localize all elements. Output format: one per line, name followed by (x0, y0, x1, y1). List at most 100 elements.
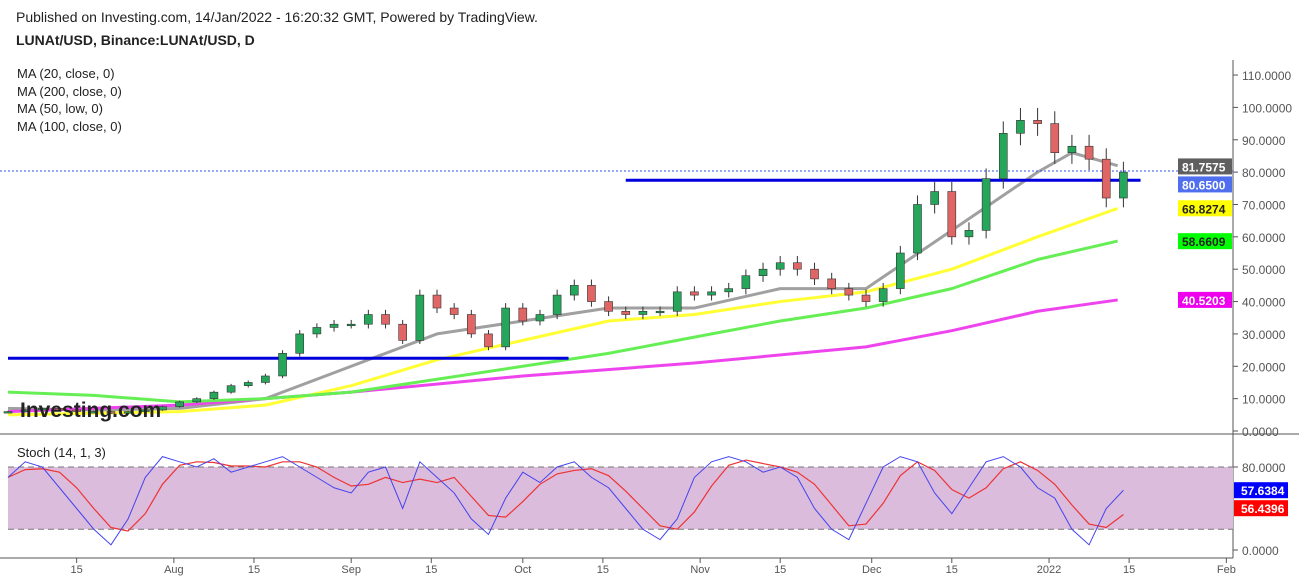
x-tick-label: 15 (71, 564, 83, 576)
candle (707, 291, 716, 296)
candle (140, 409, 150, 412)
y-tick-label: 110.0000 (1242, 69, 1291, 83)
candle (998, 132, 1008, 179)
candle (1033, 120, 1042, 124)
stoch-label-bg (1234, 482, 1288, 499)
price-label-bg (1178, 233, 1232, 250)
candle (449, 307, 459, 315)
price-label-bg (1178, 200, 1232, 217)
stoch-tick-label: 0.0000 (1242, 544, 1279, 558)
candle (964, 230, 974, 238)
candle (484, 333, 493, 348)
candle (398, 323, 407, 341)
stoch-band (8, 467, 1233, 530)
candle (123, 411, 133, 414)
candle (1067, 145, 1077, 154)
candle (638, 310, 648, 315)
candle (1050, 123, 1060, 154)
x-tick-label: 15 (774, 564, 786, 576)
candle (741, 275, 751, 289)
ma-legend: MA (20, close, 0) MA (200, close, 0) MA … (17, 65, 122, 135)
candle (1101, 158, 1111, 199)
candle (552, 294, 562, 315)
candle (724, 288, 734, 293)
candle (913, 204, 922, 254)
x-tick-label: Oct (514, 564, 531, 576)
price-label: 58.6609 (1182, 235, 1226, 249)
candle (381, 314, 390, 325)
candle (226, 385, 236, 393)
candle (604, 301, 613, 312)
price-label: 68.8274 (1182, 202, 1226, 216)
candle (947, 191, 957, 238)
stoch-value-label: 56.4396 (1241, 502, 1285, 516)
candle (55, 408, 64, 411)
candle (878, 288, 888, 302)
y-tick-label: 70.0000 (1242, 198, 1286, 212)
candle (295, 333, 305, 354)
candle (329, 323, 339, 328)
candle (192, 398, 202, 403)
candle (690, 291, 699, 296)
y-tick-label: 10.0000 (1242, 393, 1286, 407)
stoch-d-line (7, 459, 1124, 532)
y-tick-label: 20.0000 (1242, 360, 1286, 374)
candle (569, 285, 579, 296)
x-tick-label: 15 (425, 564, 437, 576)
stoch-k-line (7, 456, 1124, 546)
ma-line-ma200 (7, 298, 1118, 414)
candle (106, 411, 116, 414)
published-line: Published on Investing.com, 14/Jan/2022 … (16, 9, 538, 25)
candle (364, 314, 373, 325)
candle (175, 401, 184, 408)
candle (775, 262, 785, 270)
y-tick-label: 50.0000 (1242, 263, 1286, 277)
x-tick-label: Sep (341, 564, 361, 576)
stoch-value-label: 57.6384 (1241, 484, 1285, 498)
symbol-title: LUNAt/USD, Binance:LUNAt/USD, D (16, 32, 255, 48)
candle (758, 268, 768, 276)
candle (655, 310, 665, 314)
candle (981, 178, 991, 231)
price-label: 81.7575 (1182, 160, 1226, 174)
candle (1084, 145, 1094, 160)
candle (672, 291, 682, 312)
x-tick-label: Nov (690, 564, 710, 576)
legend-ma100: MA (100, close, 0) (17, 118, 122, 134)
candle (1016, 120, 1025, 134)
y-tick-label: 100.0000 (1242, 101, 1292, 115)
candle (467, 314, 476, 335)
y-tick-label: 90.0000 (1242, 134, 1286, 148)
candle (930, 191, 939, 205)
x-tick-label: Feb (1217, 564, 1236, 576)
candle (793, 262, 802, 270)
candle (243, 382, 253, 386)
candle (20, 409, 30, 412)
price-label-bg (1178, 176, 1232, 193)
x-tick-label: Aug (164, 564, 184, 576)
investing-watermark: Investing.com (20, 399, 161, 422)
candle (158, 406, 167, 411)
x-tick-label: 15 (946, 564, 958, 576)
candle (501, 307, 510, 348)
legend-ma50: MA (50, low, 0) (17, 101, 103, 116)
stoch-label: Stoch (14, 1, 3) (17, 445, 106, 460)
candle (518, 307, 528, 322)
candle (587, 285, 596, 302)
ma-line-ma100 (7, 239, 1119, 404)
y-tick-label: 40.0000 (1242, 296, 1286, 310)
x-tick-label: Dec (862, 564, 882, 576)
price-label-bg (1178, 291, 1232, 308)
candle (861, 294, 871, 302)
candle (621, 310, 631, 315)
legend-ma200: MA (200, close, 0) (17, 83, 122, 99)
candle (261, 375, 270, 383)
candle (1119, 171, 1128, 199)
candle (3, 411, 13, 414)
x-tick-label: 15 (1123, 564, 1135, 576)
stoch-tick-label: 80.0000 (1242, 461, 1286, 475)
candle (896, 252, 905, 289)
candle (844, 288, 854, 296)
